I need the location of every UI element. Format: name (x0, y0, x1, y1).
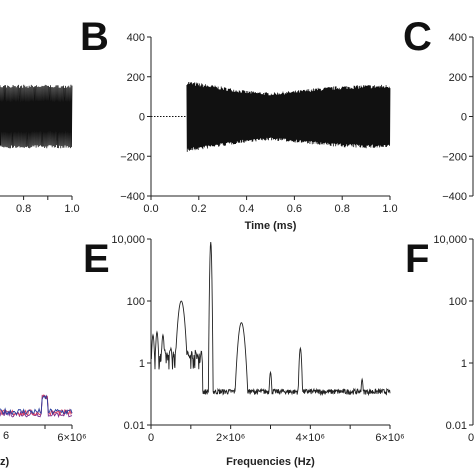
panel-b-x-tick-label: 0.6 (287, 203, 302, 215)
panel-e-x-tick-label: 0 (148, 432, 154, 444)
panel-e-x-axis-title: Frequencies (Hz) (226, 456, 315, 468)
panel-e-x-tick-label: 4×10⁶ (296, 432, 325, 444)
panel-f-y-tick-label: 100 (449, 296, 467, 308)
panel-label-c: C (403, 15, 432, 59)
panel-f-y-tick-label: 1 (461, 358, 467, 370)
panel-label-f: F (405, 237, 429, 281)
panel-f-chart: 10,000 100 1 0.010 (433, 234, 474, 444)
panel-f-y-tick-label: 0.01 (446, 420, 467, 432)
panel-c-y-tick-label: 200 (449, 72, 467, 84)
panel-e-x-tick-label: 6×10⁶ (375, 432, 404, 444)
panel-e-y-tick-label: 0.01 (124, 420, 145, 432)
panel-b-signal-line (186, 82, 391, 152)
panel-e-chart: 10,000 100 1 0.010 2×10⁶ 4×10⁶ 6×10⁶ Frequencie… (111, 234, 404, 468)
panel-a-x-tick-label: 1.0 (64, 203, 79, 215)
panel-d-series-line (0, 394, 73, 416)
panel-e-y-tick-label: 100 (127, 296, 145, 308)
panel-e-y-tick-label: 10,000 (111, 234, 145, 246)
panel-b-y-tick-label: 400 (127, 32, 145, 44)
panel-f-y-tick-label: 10,000 (433, 234, 467, 246)
panel-f-x-tick-label: 0 (468, 432, 474, 444)
panel-d-x-tick-label: 6×10⁶ (57, 432, 86, 444)
panel-a-chart: 0.8 1.0 (0, 84, 80, 215)
panel-b-y-tick-label: 200 (127, 72, 145, 84)
panel-c-y-tick-label: 400 (449, 32, 467, 44)
panel-d-series-line (0, 394, 73, 417)
panel-label-e: E (83, 237, 110, 281)
panel-label-b: B (80, 15, 109, 59)
panel-b-x-tick-label: 0.0 (143, 203, 158, 215)
panel-b-y-tick-label: −400 (120, 191, 145, 203)
panel-b-x-tick-label: 0.4 (239, 203, 254, 215)
panel-e-x-tick-label: 2×10⁶ (216, 432, 245, 444)
panel-b-x-tick-label: 1.0 (382, 203, 397, 215)
panel-c-y-tick-label: −200 (442, 151, 467, 163)
panel-a-x-tick-label: 0.8 (16, 203, 31, 215)
panel-b-x-tick-label: 0.2 (191, 203, 206, 215)
panel-c-y-tick-label: −400 (442, 191, 467, 203)
panel-d-x-axis-title: z) (0, 456, 10, 468)
panel-e-spectrum-line (150, 241, 391, 397)
panel-b-x-tick-label: 0.8 (335, 203, 350, 215)
panel-a-signal-line (0, 84, 73, 149)
panel-c-chart: 400 200 0 −200 −400 (442, 32, 474, 203)
panel-e-y-tick-label: 1 (139, 358, 145, 370)
panel-b-y-tick-label: −200 (120, 151, 145, 163)
panel-b-x-axis-title: Time (ms) (245, 220, 297, 232)
panel-c-y-tick-label: 0 (461, 112, 467, 124)
panel-d-x-tick-label: 6 (3, 430, 9, 442)
panel-b-y-tick-label: 0 (139, 112, 145, 124)
panel-d-chart: 6 6×10⁶ z) (0, 394, 87, 468)
